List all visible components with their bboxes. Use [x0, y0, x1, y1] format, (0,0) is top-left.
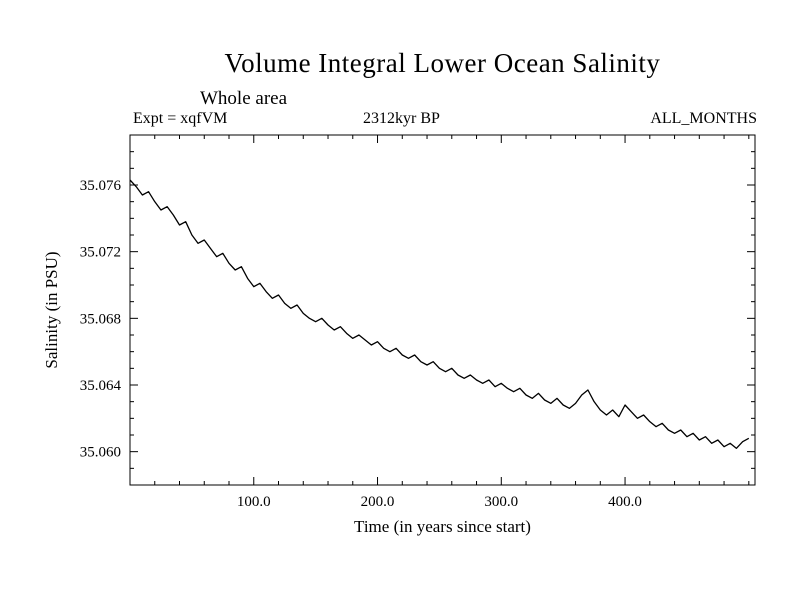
y-axis-title: Salinity (in PSU) — [42, 251, 61, 368]
experiment-label: Expt = xqfVM — [133, 110, 228, 127]
x-axis-title: Time (in years since start) — [354, 517, 531, 536]
x-tick-label: 100.0 — [237, 494, 271, 510]
chart-title: Volume Integral Lower Ocean Salinity — [224, 48, 661, 78]
y-tick-label: 35.064 — [80, 378, 122, 394]
x-tick-label: 300.0 — [484, 494, 518, 510]
x-tick-label: 200.0 — [361, 494, 395, 510]
chart-subtitle: Whole area — [200, 88, 288, 109]
y-tick-label: 35.060 — [80, 445, 121, 461]
x-tick-label: 400.0 — [608, 494, 642, 510]
salinity-series-line — [129, 179, 750, 449]
y-tick-label: 35.068 — [80, 311, 121, 327]
months-label: ALL_MONTHS — [650, 110, 757, 127]
y-tick-label: 35.072 — [80, 245, 121, 261]
time-bp-label: 2312kyr BP — [363, 110, 440, 127]
y-tick-label: 35.076 — [80, 178, 122, 194]
axes-frame — [129, 134, 756, 486]
